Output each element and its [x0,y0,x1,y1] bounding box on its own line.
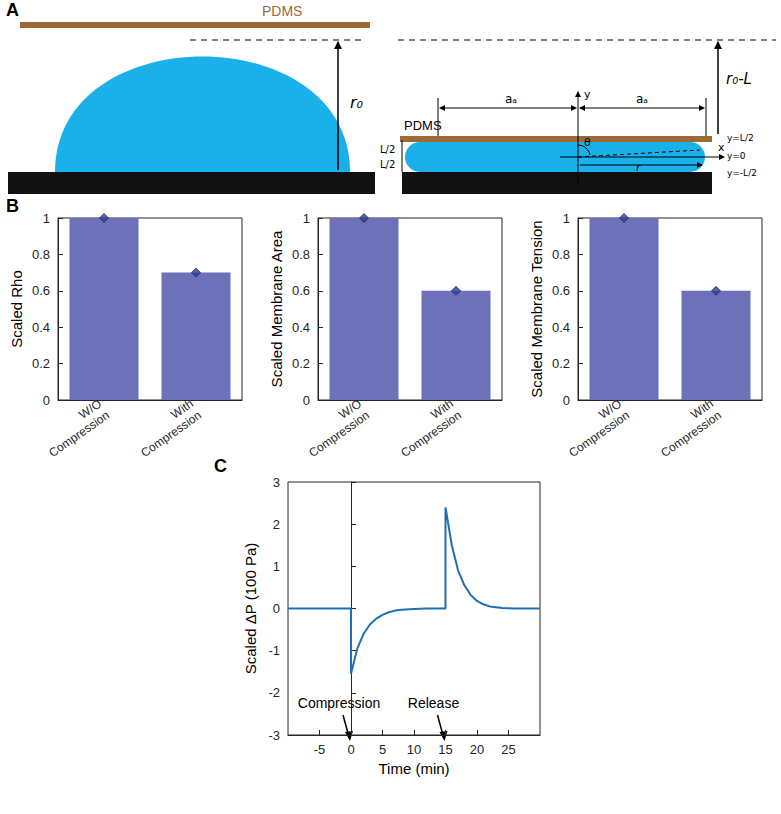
svg-text:aₐ: aₐ [505,92,517,106]
svg-text:0.2: 0.2 [32,356,50,371]
svg-text:0.8: 0.8 [292,247,310,262]
svg-text:aₐ: aₐ [636,92,648,106]
svg-text:Scaled Membrane Tension: Scaled Membrane Tension [528,220,545,397]
svg-text:0: 0 [303,393,310,408]
svg-text:0.8: 0.8 [32,247,50,262]
svg-text:L/2: L/2 [380,159,395,170]
svg-text:With: With [688,396,716,422]
svg-text:1: 1 [273,559,280,574]
svg-text:0: 0 [563,393,570,408]
svg-text:0.6: 0.6 [292,283,310,298]
svg-text:-2: -2 [268,685,280,700]
svg-text:y=L/2: y=L/2 [727,133,754,143]
svg-text:y: y [584,88,591,101]
svg-text:Compression: Compression [566,408,632,460]
svg-text:0.6: 0.6 [32,283,50,298]
svg-text:Compression: Compression [138,408,204,460]
svg-text:With: With [428,396,456,422]
svg-text:θ: θ [584,136,591,149]
svg-text:x: x [718,141,725,154]
svg-text:W/O: W/O [336,396,364,422]
svg-text:0.4: 0.4 [32,320,50,335]
svg-text:10: 10 [407,742,421,757]
svg-text:PDMS: PDMS [262,3,302,19]
svg-text:1: 1 [563,211,570,226]
svg-text:20: 20 [470,742,484,757]
svg-text:2: 2 [273,517,280,532]
svg-text:Compression: Compression [658,408,724,460]
svg-text:0.6: 0.6 [552,283,570,298]
svg-text:Scaled Membrane Area: Scaled Membrane Area [268,230,285,387]
svg-text:A: A [6,0,19,20]
svg-text:0.4: 0.4 [552,320,570,335]
svg-text:W/O: W/O [596,396,624,422]
svg-text:0.2: 0.2 [292,356,310,371]
svg-text:Compression: Compression [298,695,380,711]
svg-text:L/2: L/2 [380,144,395,155]
svg-text:0.2: 0.2 [552,356,570,371]
svg-text:1: 1 [43,211,50,226]
svg-text:r: r [636,161,642,174]
svg-text:Compression: Compression [398,408,464,460]
svg-text:PDMS: PDMS [404,118,442,133]
svg-text:-3: -3 [268,728,280,743]
svg-text:25: 25 [501,742,515,757]
svg-text:Scaled ΔP (100 Pa): Scaled ΔP (100 Pa) [242,543,259,674]
svg-text:-1: -1 [268,643,280,658]
svg-text:With: With [168,396,196,422]
svg-text:r₀-L: r₀-L [726,70,752,88]
svg-text:3: 3 [273,475,280,490]
svg-text:r₀: r₀ [350,93,364,112]
svg-text:Scaled Rho: Scaled Rho [8,270,25,348]
svg-text:Compression: Compression [46,408,112,460]
svg-text:C: C [214,456,227,476]
svg-text:B: B [6,196,19,216]
svg-text:0: 0 [273,601,280,616]
svg-text:y=0: y=0 [727,151,746,161]
svg-text:0.8: 0.8 [552,247,570,262]
svg-text:y=-L/2: y=-L/2 [727,168,757,178]
svg-text:0: 0 [43,393,50,408]
svg-text:0.4: 0.4 [292,320,310,335]
svg-text:Time (min): Time (min) [378,760,449,777]
svg-text:15: 15 [438,742,452,757]
svg-text:Release: Release [408,695,460,711]
svg-text:-5: -5 [314,742,326,757]
svg-text:5: 5 [379,742,386,757]
svg-text:W/O: W/O [76,396,104,422]
svg-text:0: 0 [347,742,354,757]
svg-text:Compression: Compression [306,408,372,460]
svg-text:1: 1 [303,211,310,226]
